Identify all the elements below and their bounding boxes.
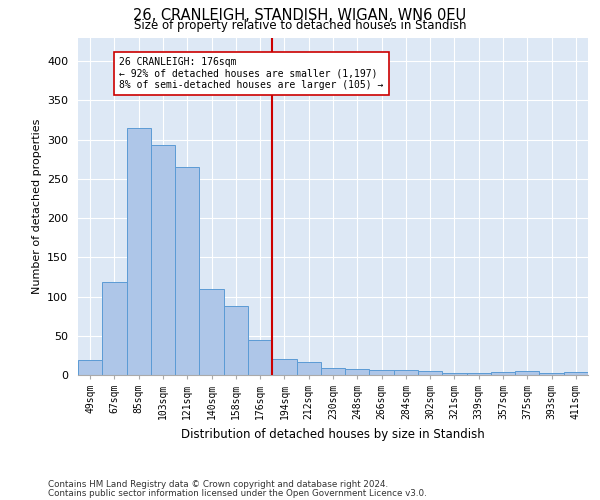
Bar: [321, 368, 345, 375]
Bar: [345, 368, 370, 375]
Bar: [199, 290, 224, 375]
Bar: [78, 360, 102, 375]
Text: 26 CRANLEIGH: 176sqm
← 92% of detached houses are smaller (1,197)
8% of semi-det: 26 CRANLEIGH: 176sqm ← 92% of detached h…: [119, 57, 383, 90]
Text: Contains public sector information licensed under the Open Government Licence v3: Contains public sector information licen…: [48, 489, 427, 498]
Y-axis label: Number of detached properties: Number of detached properties: [32, 118, 41, 294]
Bar: [418, 371, 442, 375]
Bar: [515, 371, 539, 375]
Bar: [151, 145, 175, 375]
Bar: [102, 282, 127, 375]
Bar: [248, 340, 272, 375]
Bar: [491, 372, 515, 375]
Bar: [539, 374, 564, 375]
Bar: [467, 374, 491, 375]
Bar: [272, 360, 296, 375]
Text: Contains HM Land Registry data © Crown copyright and database right 2024.: Contains HM Land Registry data © Crown c…: [48, 480, 388, 489]
Text: 26, CRANLEIGH, STANDISH, WIGAN, WN6 0EU: 26, CRANLEIGH, STANDISH, WIGAN, WN6 0EU: [133, 8, 467, 22]
Bar: [442, 372, 467, 375]
Bar: [127, 128, 151, 375]
Text: Size of property relative to detached houses in Standish: Size of property relative to detached ho…: [134, 18, 466, 32]
Bar: [564, 372, 588, 375]
Bar: [370, 370, 394, 375]
X-axis label: Distribution of detached houses by size in Standish: Distribution of detached houses by size …: [181, 428, 485, 440]
Bar: [224, 306, 248, 375]
Bar: [394, 370, 418, 375]
Bar: [296, 362, 321, 375]
Bar: [175, 167, 199, 375]
